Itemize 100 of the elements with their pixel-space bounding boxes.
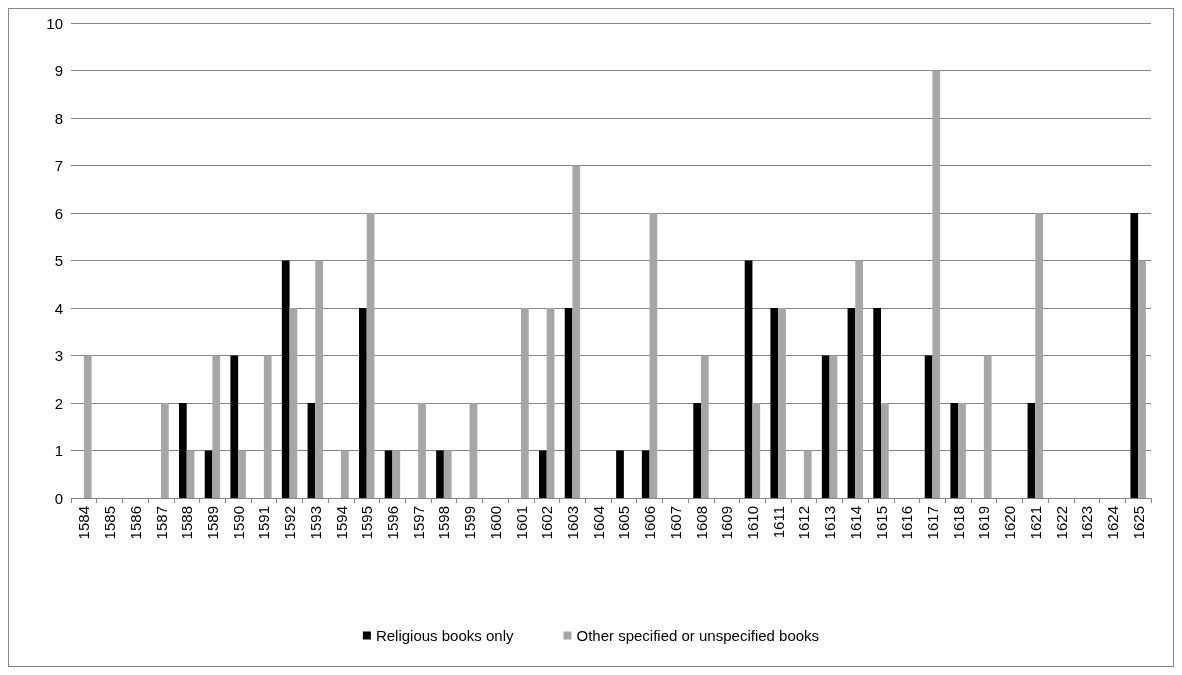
x-tick-label: 1587: [152, 506, 170, 540]
x-tick-label: 1604: [589, 506, 607, 540]
x-tick-label: 1585: [101, 506, 119, 540]
x-tick-label: 1619: [975, 506, 993, 540]
bar: [855, 260, 863, 498]
bar: [1130, 213, 1139, 498]
x-tick-label: 1618: [949, 506, 967, 540]
y-tick-label: 0: [54, 489, 63, 507]
x-tick-label: 1584: [75, 506, 93, 540]
bar: [847, 308, 856, 498]
y-tick-label: 7: [54, 157, 63, 174]
x-tick-label: 1597: [409, 506, 427, 540]
x-tick-label: 1620: [1001, 506, 1019, 540]
bar: [641, 450, 650, 498]
bar: [1138, 260, 1146, 498]
bar: [539, 450, 547, 498]
bar: [770, 308, 779, 498]
x-tick-label: 1615: [872, 506, 890, 540]
x-tick-label: 1608: [692, 506, 710, 540]
bar: [572, 165, 581, 498]
y-tick-label: 6: [54, 204, 63, 222]
bar: [649, 213, 658, 498]
bar: [315, 260, 323, 498]
bar: [263, 355, 272, 498]
y-tick-label: 9: [54, 62, 63, 79]
x-tick-label: 1623: [1078, 506, 1096, 540]
x-tick-label: 1600: [486, 506, 504, 540]
x-tick-label: 1607: [666, 506, 684, 540]
bar: [281, 260, 290, 498]
y-tick-label: 2: [54, 394, 63, 412]
x-tick-label: 1590: [229, 506, 247, 540]
bar: [616, 450, 624, 498]
y-tick-label: 5: [54, 252, 63, 269]
bar: [932, 70, 941, 498]
bar: [873, 308, 881, 498]
x-tick-label: 1593: [306, 506, 324, 540]
x-tick-label: 1609: [718, 506, 736, 540]
bar: [212, 355, 221, 498]
bar: [204, 450, 213, 498]
y-tick-label: 4: [54, 299, 63, 317]
bar: [161, 403, 169, 498]
x-tick-label: 1586: [126, 506, 144, 540]
bar: [924, 355, 933, 498]
x-tick-label: 1611: [769, 506, 787, 539]
bar: [881, 403, 889, 498]
y-tick-label: 8: [54, 109, 63, 127]
bar: [307, 403, 316, 498]
bar: [950, 403, 959, 498]
bar: [392, 450, 401, 498]
bar: [436, 450, 444, 498]
bar: [359, 308, 367, 498]
x-tick-label: 1596: [383, 506, 401, 540]
x-tick-label: 1610: [743, 506, 761, 540]
bar: [829, 355, 838, 498]
x-tick-label: 1621: [1026, 506, 1044, 540]
x-tick-label: 1617: [923, 506, 941, 540]
bar: [744, 260, 753, 498]
x-tick-label: 1603: [563, 506, 581, 540]
bar: [564, 308, 573, 498]
bar: [693, 403, 701, 498]
bar: [701, 355, 709, 498]
x-tick-label: 1599: [461, 506, 479, 540]
bar: [179, 403, 187, 498]
bar: [752, 403, 761, 498]
bar: [546, 308, 555, 498]
x-tick-label: 1601: [512, 506, 530, 540]
x-tick-label: 1622: [1052, 506, 1070, 540]
x-tick-label: 1612: [795, 506, 813, 540]
x-tick-label: 1624: [1103, 506, 1121, 540]
x-tick-label: 1591: [255, 506, 273, 540]
bar: [289, 308, 298, 498]
bar: [418, 403, 426, 498]
bar: [469, 403, 478, 498]
x-tick-label: 1594: [332, 506, 350, 540]
bar: [1027, 403, 1036, 498]
y-tick-label: 3: [54, 347, 63, 364]
bar: [821, 355, 830, 498]
x-tick-label: 1598: [435, 506, 453, 540]
x-tick-label: 1606: [641, 506, 659, 540]
bar: [958, 403, 966, 498]
y-tick-label: 10: [46, 14, 63, 32]
x-tick-label: 1602: [538, 506, 556, 540]
x-tick-label: 1613: [821, 506, 839, 540]
bar: [384, 450, 393, 498]
x-tick-label: 1589: [203, 506, 221, 540]
bar: [341, 450, 349, 498]
x-tick-label: 1595: [358, 506, 376, 540]
x-tick-label: 1605: [615, 506, 633, 540]
x-tick-label: 1614: [846, 506, 864, 540]
bar: [186, 450, 195, 498]
legend-label: Other specified or unspecified books: [576, 627, 820, 644]
bar: [230, 355, 239, 498]
bar: [521, 308, 529, 498]
bar: [803, 450, 812, 498]
x-tick-label: 1616: [898, 506, 916, 540]
bar: [443, 450, 452, 498]
x-tick-label: 1625: [1129, 506, 1147, 540]
x-tick-label: 1592: [281, 506, 299, 540]
x-tick-label: 1588: [178, 506, 196, 540]
bar: [983, 355, 992, 498]
